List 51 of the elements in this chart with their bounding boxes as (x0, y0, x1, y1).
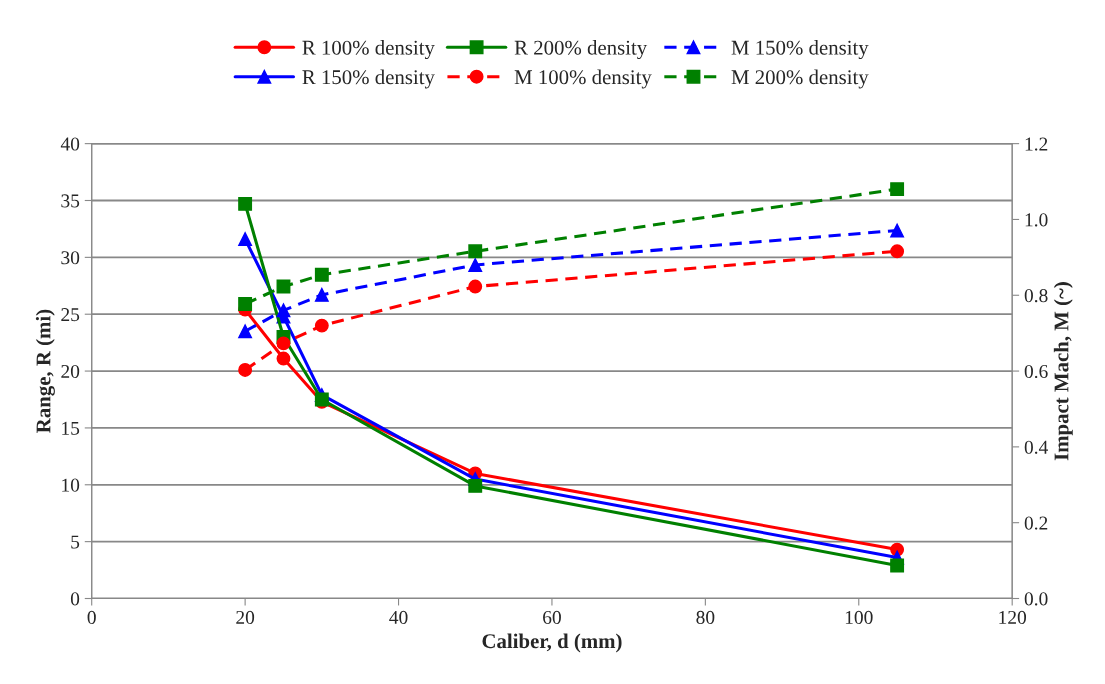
point (314, 318, 329, 333)
y-tick-label: 35 (61, 194, 80, 208)
y-tick-label: 40 (60, 137, 80, 151)
legend-label: R 100% density (302, 40, 435, 60)
y-tick-label: 0 (70, 592, 80, 606)
y-tick-label: 20 (61, 364, 80, 379)
point (276, 351, 291, 366)
point (468, 279, 483, 294)
y2-tick-label: 0.4 (1024, 440, 1048, 454)
y-tick-label: 10 (62, 478, 80, 492)
point (238, 362, 253, 377)
x-axis-title: Caliber, d (mm) (482, 633, 622, 653)
y2-tick-label: 1.0 (1025, 213, 1048, 227)
x-tick-label: 120 (999, 610, 1027, 624)
point (238, 196, 253, 211)
y2-tick-label: 0.0 (1024, 592, 1048, 606)
point (468, 244, 483, 259)
y-tick-label: 30 (61, 251, 80, 265)
x-tick-label: 100 (845, 610, 873, 624)
x-tick-label: 20 (236, 610, 255, 624)
point (276, 303, 291, 318)
point (238, 324, 253, 339)
y-axis-title: Range, R (mi) (35, 309, 55, 433)
legend-label: M 150% density (731, 40, 869, 60)
x-tick-label: 60 (543, 610, 561, 624)
point (238, 297, 253, 311)
x-tick-label: 40 (389, 610, 408, 624)
y-tick-label: 5 (71, 535, 80, 549)
y2-tick-label: 1.2 (1025, 137, 1048, 151)
point (468, 478, 483, 493)
point (314, 267, 329, 282)
point (238, 232, 253, 247)
y2-tick-label: 0.6 (1024, 364, 1048, 379)
point (276, 336, 291, 351)
y2-axis-title: Impact Mach, M (~) (1053, 282, 1073, 461)
point (314, 287, 329, 302)
y-tick-label: 25 (61, 308, 80, 322)
legend-label: R 200% density (514, 40, 648, 60)
point (890, 182, 905, 197)
y-tick-label: 15 (62, 421, 80, 435)
legend-label: M 100% density (514, 69, 652, 89)
y2-tick-label: 0.2 (1024, 516, 1048, 530)
x-tick-label: 80 (696, 610, 715, 624)
legend-label: R 150% density (302, 69, 435, 89)
point (890, 244, 905, 259)
point (468, 257, 483, 272)
x-tick-label: 0 (87, 610, 96, 624)
legend-label: M 200% density (731, 69, 869, 89)
point (890, 223, 905, 238)
point (890, 558, 905, 573)
y2-tick-label: 0.8 (1024, 289, 1048, 303)
